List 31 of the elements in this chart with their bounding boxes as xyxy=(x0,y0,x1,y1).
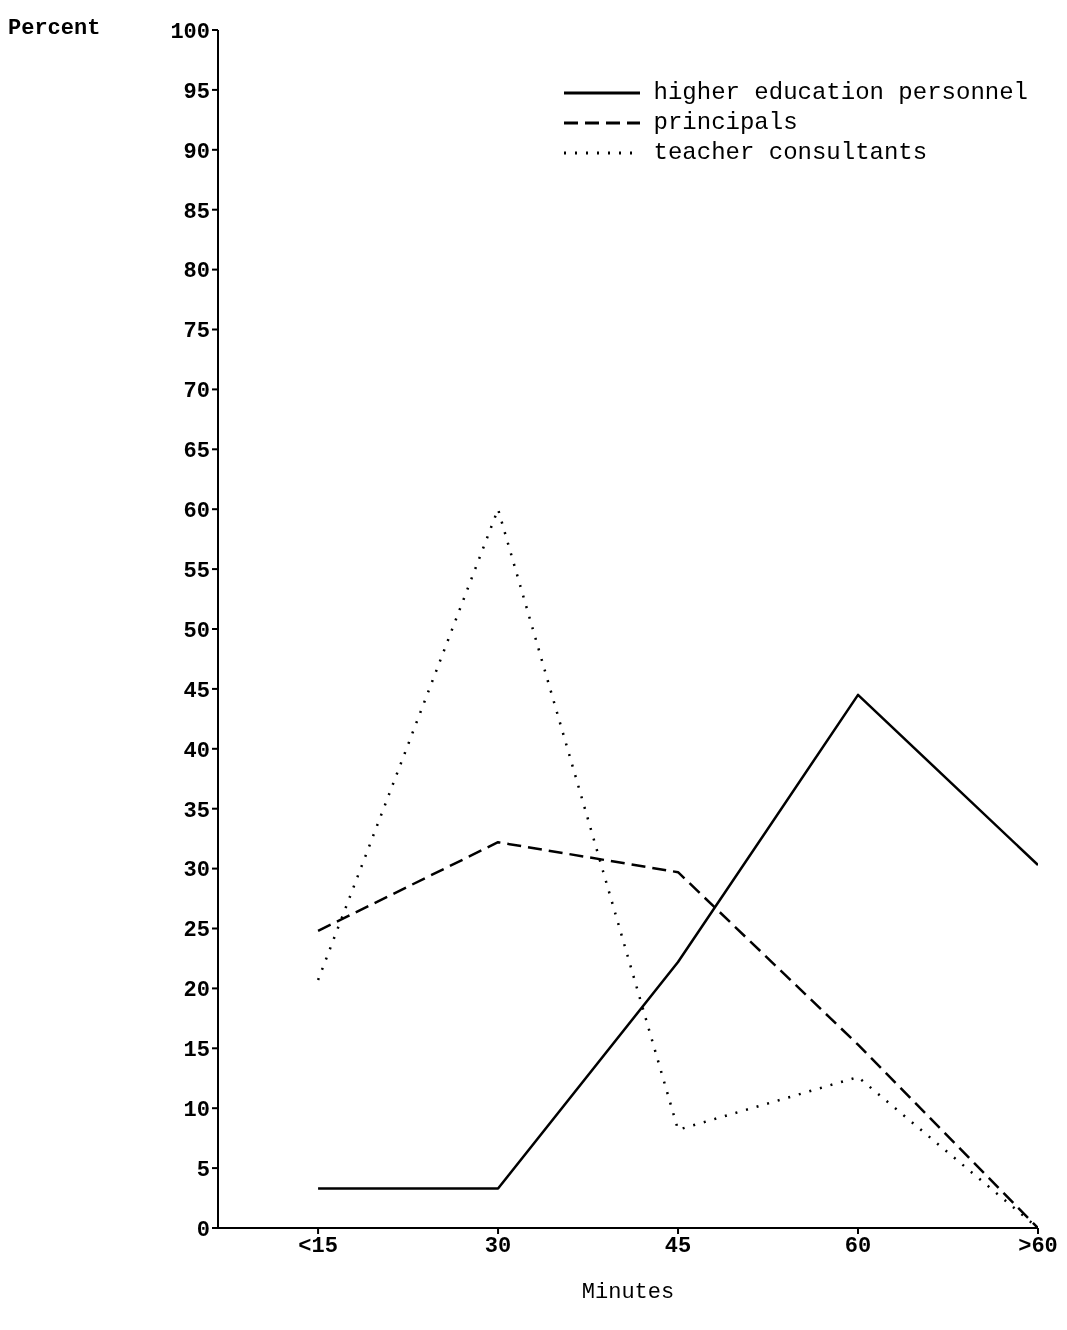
y-tick-label: 100 xyxy=(170,19,210,45)
y-tick-label: 65 xyxy=(183,439,210,465)
y-tick-label: 95 xyxy=(183,79,210,105)
y-tick-label: 55 xyxy=(183,558,210,584)
y-tick-label: 80 xyxy=(183,259,210,285)
y-tick-label: 5 xyxy=(196,1157,210,1183)
y-tick-label: 0 xyxy=(196,1217,210,1243)
y-tick-label: 70 xyxy=(183,379,210,405)
y-tick-label: 15 xyxy=(183,1038,210,1064)
y-tick-label: 50 xyxy=(183,618,210,644)
y-tick-label: 20 xyxy=(183,978,210,1004)
y-tick-label: 10 xyxy=(183,1098,210,1124)
y-tick-label: 30 xyxy=(183,858,210,884)
y-tick-label: 40 xyxy=(183,738,210,764)
x-tick-label: 30 xyxy=(484,1233,512,1259)
x-tick-label: >60 xyxy=(1018,1233,1058,1259)
x-axis-title: Minutes xyxy=(581,1280,675,1305)
y-tick-label: 45 xyxy=(183,678,210,704)
x-tick-label: 45 xyxy=(664,1233,692,1259)
y-axis-title: Percent xyxy=(8,16,101,41)
legend-label: higher education personnel xyxy=(653,78,1028,108)
y-tick-label: 90 xyxy=(183,139,210,165)
y-tick-label: 75 xyxy=(183,319,210,345)
y-tick-label: 60 xyxy=(183,499,210,525)
x-tick-label: 60 xyxy=(844,1233,872,1259)
x-tick-label: <15 xyxy=(298,1233,338,1259)
y-tick-label: 25 xyxy=(183,918,210,944)
legend-label: teacher consultants xyxy=(653,138,928,168)
y-tick-label: 85 xyxy=(183,199,210,225)
y-tick-label: 35 xyxy=(183,798,210,824)
legend-label: principals xyxy=(653,108,798,138)
